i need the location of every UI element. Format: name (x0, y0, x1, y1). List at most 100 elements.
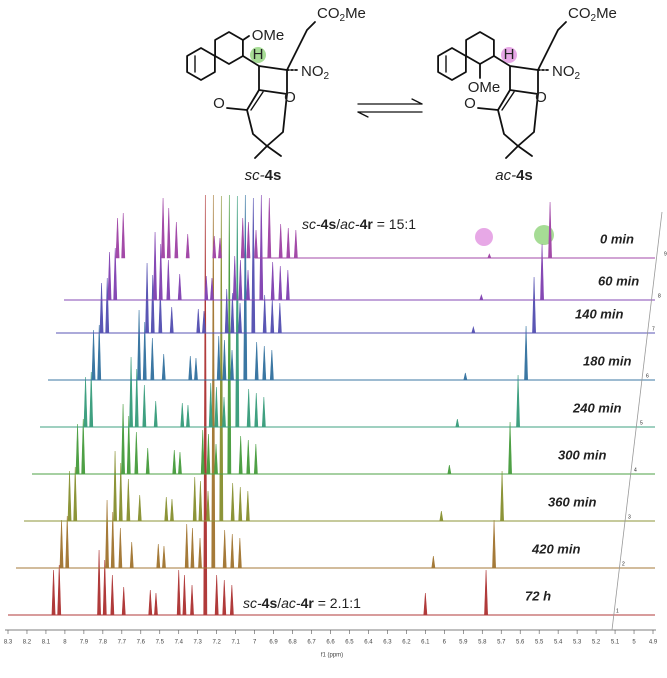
trace-label: 300 min (558, 447, 606, 462)
bond (537, 21, 567, 71)
peak (121, 403, 125, 475)
peak (251, 197, 256, 334)
no2-sub: 2 (575, 71, 581, 82)
peak (158, 243, 163, 301)
peak (162, 545, 166, 569)
peak (262, 294, 267, 334)
x-tick-label: 6.6 (326, 640, 335, 646)
peak (230, 482, 235, 522)
peak (137, 494, 142, 522)
peak (278, 223, 283, 259)
x-tick-label: 6.7 (307, 640, 316, 646)
bond (497, 89, 539, 147)
co2me: CO2Me (568, 5, 617, 24)
peak (192, 476, 197, 522)
peak (154, 592, 158, 616)
peak (170, 498, 174, 522)
peak (262, 345, 267, 381)
peak (219, 195, 224, 522)
peak (142, 384, 147, 428)
trace-label: 0 min (600, 231, 634, 246)
peak (246, 269, 250, 301)
peak (246, 439, 251, 475)
peak (447, 464, 452, 475)
peak (548, 201, 552, 259)
peak (185, 233, 190, 259)
ratio-part: 4r (360, 216, 374, 232)
x-tick-label: 6.9 (269, 640, 278, 646)
peak (75, 423, 80, 475)
peak (245, 490, 250, 522)
peak (224, 288, 229, 334)
peak (137, 309, 141, 381)
ratio-part: 4s (321, 216, 337, 232)
keto-o: O (213, 95, 225, 112)
stack-axis (611, 211, 663, 631)
label-number: 4s (516, 167, 533, 184)
peak (161, 353, 166, 381)
peak (222, 579, 227, 616)
peak (99, 282, 104, 334)
peak (182, 574, 187, 616)
bond (226, 107, 248, 111)
trace-index: 4 (634, 467, 637, 473)
peak (240, 217, 245, 259)
x-tick-label: 8.3 (4, 640, 13, 646)
peak (129, 541, 134, 569)
peak (153, 231, 157, 301)
bond (286, 21, 316, 71)
peak (91, 329, 96, 381)
bond (465, 31, 495, 65)
peak (278, 265, 283, 301)
peak (246, 388, 251, 428)
peak (235, 195, 240, 428)
peak (218, 237, 222, 259)
trace-index: 3 (628, 514, 631, 520)
peak (243, 194, 248, 381)
peak (492, 519, 496, 569)
label-prefix: ac- (495, 167, 516, 184)
peak (267, 197, 272, 259)
x-tick-label: 7.7 (118, 640, 127, 646)
peak (166, 207, 171, 259)
peak (148, 589, 153, 616)
peak (237, 537, 242, 569)
peak (524, 325, 528, 381)
trace-label: 360 min (548, 494, 596, 509)
peak (145, 447, 150, 475)
peak (121, 212, 126, 259)
peak (227, 194, 232, 475)
peak (102, 559, 107, 616)
peak (230, 533, 235, 569)
peak (186, 404, 190, 428)
x-tick-label: 6 (443, 640, 447, 646)
ratio-part: / (277, 595, 281, 611)
atom-h: H (253, 46, 264, 63)
x-tick-label: 6.8 (288, 640, 297, 646)
label-number: 4s (265, 167, 282, 184)
x-tick-label: 7.3 (194, 640, 203, 646)
peak (73, 466, 78, 522)
peak (222, 396, 226, 428)
ratio-part: ac- (340, 216, 360, 232)
trace-label: 140 min (575, 306, 623, 321)
label-prefix: sc- (245, 167, 265, 184)
co2me-me: Me (345, 5, 366, 22)
peak (126, 478, 131, 522)
x-tick-label: 6.5 (345, 640, 354, 646)
peak (110, 511, 115, 569)
x-tick-label: 5.6 (516, 640, 525, 646)
peak (121, 586, 126, 616)
peak (206, 490, 210, 522)
ratio-part: = 15:1 (373, 216, 416, 232)
bond (266, 145, 282, 157)
ppm-axis: 8.3 8.2 8.1 8 7.9 7.8 7.7 7.6 7.5 7.4 7.3 7.2 7.1 7 6.… (4, 629, 658, 659)
peak (222, 529, 227, 569)
peak (214, 574, 219, 616)
peak (156, 543, 161, 569)
peak (134, 368, 139, 428)
peak (113, 247, 118, 301)
peak (439, 510, 444, 522)
peak (194, 357, 198, 381)
